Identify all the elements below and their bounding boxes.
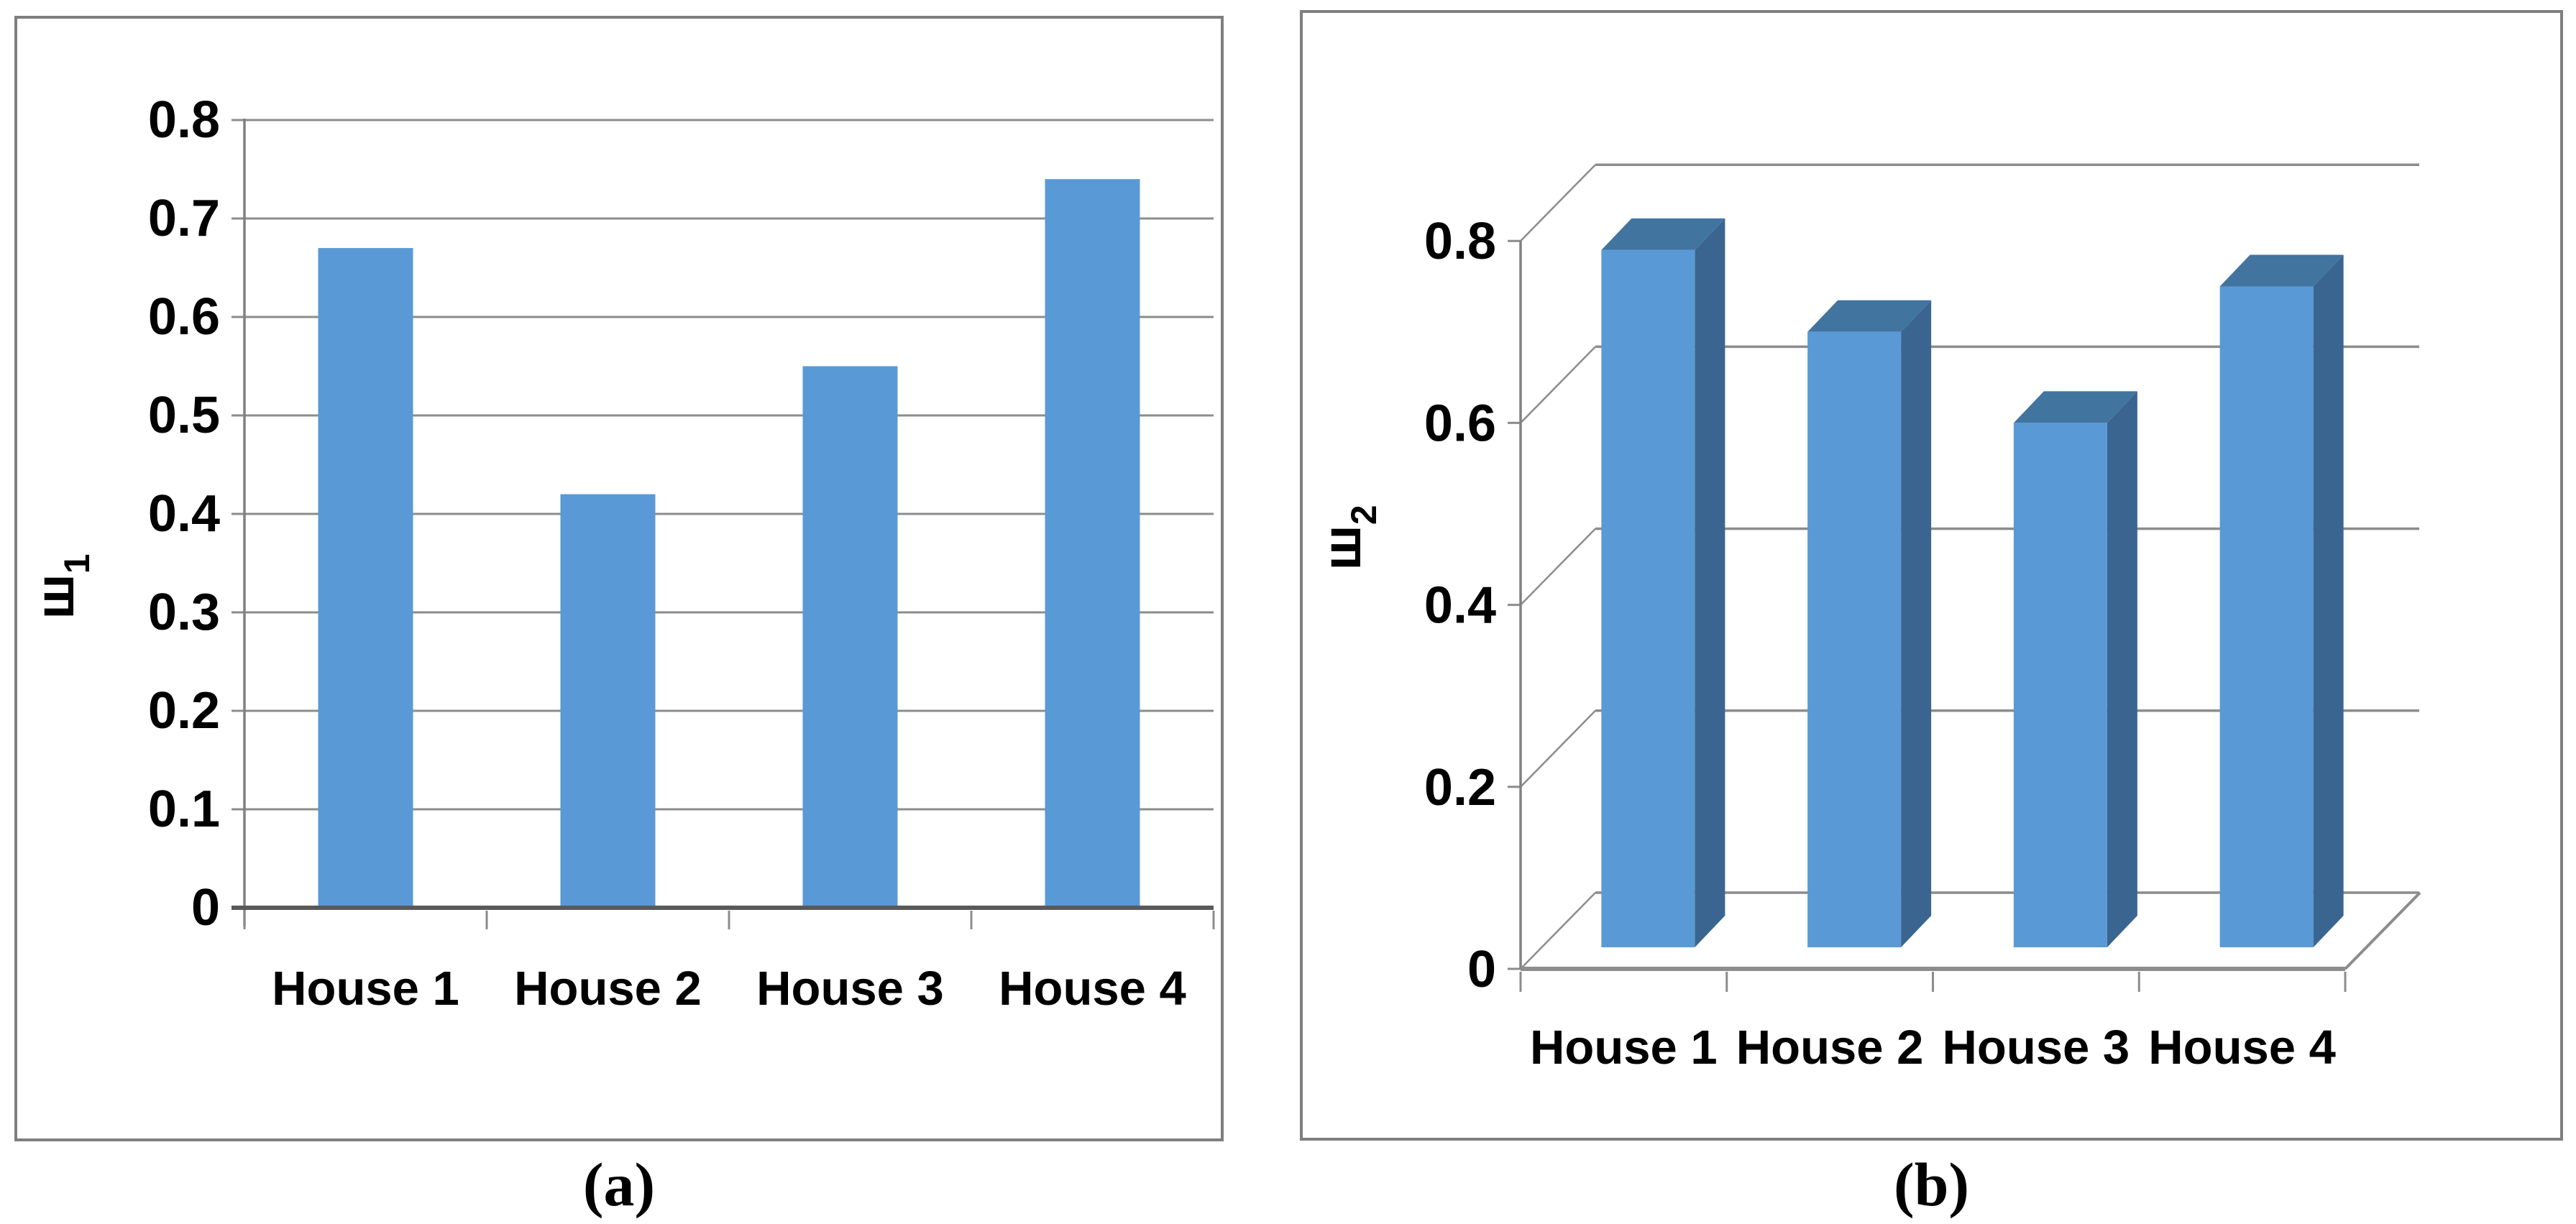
x-category-label: House 2: [514, 962, 702, 1016]
depth-line-0.4: [1520, 528, 1596, 606]
bar-house-2-front-face: [1807, 331, 1902, 947]
depth-line-0: [1520, 892, 1596, 970]
x-category-label: House 2: [1736, 1021, 1924, 1075]
bar-house-1-front-face: [1601, 249, 1695, 947]
y-tick-label-0.1: 0.1: [148, 781, 220, 838]
x-category-label: House 3: [1943, 1021, 2130, 1075]
depth-line-0.6: [1520, 346, 1596, 424]
y-tick-label-0: 0: [191, 879, 220, 937]
chart-panel-b: 0 0.2 0.4 0.6 0.8 House 1 House 2 House 3 House …: [1300, 10, 2563, 1141]
bar-house-4-front-face: [2219, 286, 2314, 947]
y-tick-label-0.6: 0.6: [1424, 395, 1496, 452]
bar-house-3-front-face: [2013, 423, 2107, 947]
y-tick-label-0.5: 0.5: [148, 387, 220, 444]
bar-house-4-top-face: [2219, 254, 2344, 287]
x-category-label: House 1: [1530, 1021, 1718, 1075]
bar-house-4-side-face: [2313, 254, 2344, 947]
bar-chart-2d: 0 0.1 0.2 0.3 0.4 0.5 0.6 0.7 0.8 House 1 House 2 H…: [24, 91, 1215, 1016]
y-tick-label-0: 0: [1467, 941, 1496, 998]
y-tick-label-0.6: 0.6: [148, 288, 220, 346]
depth-line-0.2: [1520, 709, 1596, 788]
bar-house-2-top-face: [1807, 300, 1932, 332]
y-tick-label-0.8: 0.8: [148, 91, 220, 149]
y-tick-label-0.4: 0.4: [148, 485, 220, 543]
x-category-label: House 1: [272, 962, 459, 1016]
depth-line-0.8: [1520, 164, 1596, 242]
x-category-label: House 4: [2148, 1021, 2336, 1075]
y-tick-label-0.3: 0.3: [148, 584, 220, 641]
y-tick-label-0.2: 0.2: [148, 682, 220, 740]
y-axis-title: ш2: [1311, 505, 1384, 570]
bar-house-1-side-face: [1695, 218, 1725, 947]
y-tick-label-0.8: 0.8: [1424, 213, 1496, 270]
bar-house-2-side-face: [1901, 300, 1932, 947]
floor-right-edge: [2344, 891, 2421, 970]
caption-a: (a): [582, 1150, 656, 1219]
bar-house-4: [1045, 179, 1140, 908]
caption-b: (b): [1893, 1150, 1970, 1219]
bar-house-2: [560, 494, 656, 908]
bar-house-1-top-face: [1601, 218, 1725, 250]
bar-house-3: [802, 366, 898, 908]
chart-panel-a: 0 0.1 0.2 0.3 0.4 0.5 0.6 0.7 0.8 House 1 House 2 H…: [14, 16, 1224, 1141]
bar-chart-3d: 0 0.2 0.4 0.6 0.8 House 1 House 2 House 3 House …: [1311, 163, 2421, 1075]
y-tick-label-0.4: 0.4: [1424, 577, 1496, 635]
y-tick-label-0.2: 0.2: [1424, 759, 1496, 816]
bar-house-3-top-face: [2013, 391, 2137, 423]
bar-house-3-side-face: [2107, 391, 2137, 947]
x-category-label: House 3: [756, 962, 944, 1016]
bar-house-1: [318, 248, 413, 908]
x-category-label: House 4: [999, 962, 1186, 1016]
y-axis-title: ш1: [24, 553, 97, 619]
y-tick-label-0.7: 0.7: [148, 190, 220, 247]
